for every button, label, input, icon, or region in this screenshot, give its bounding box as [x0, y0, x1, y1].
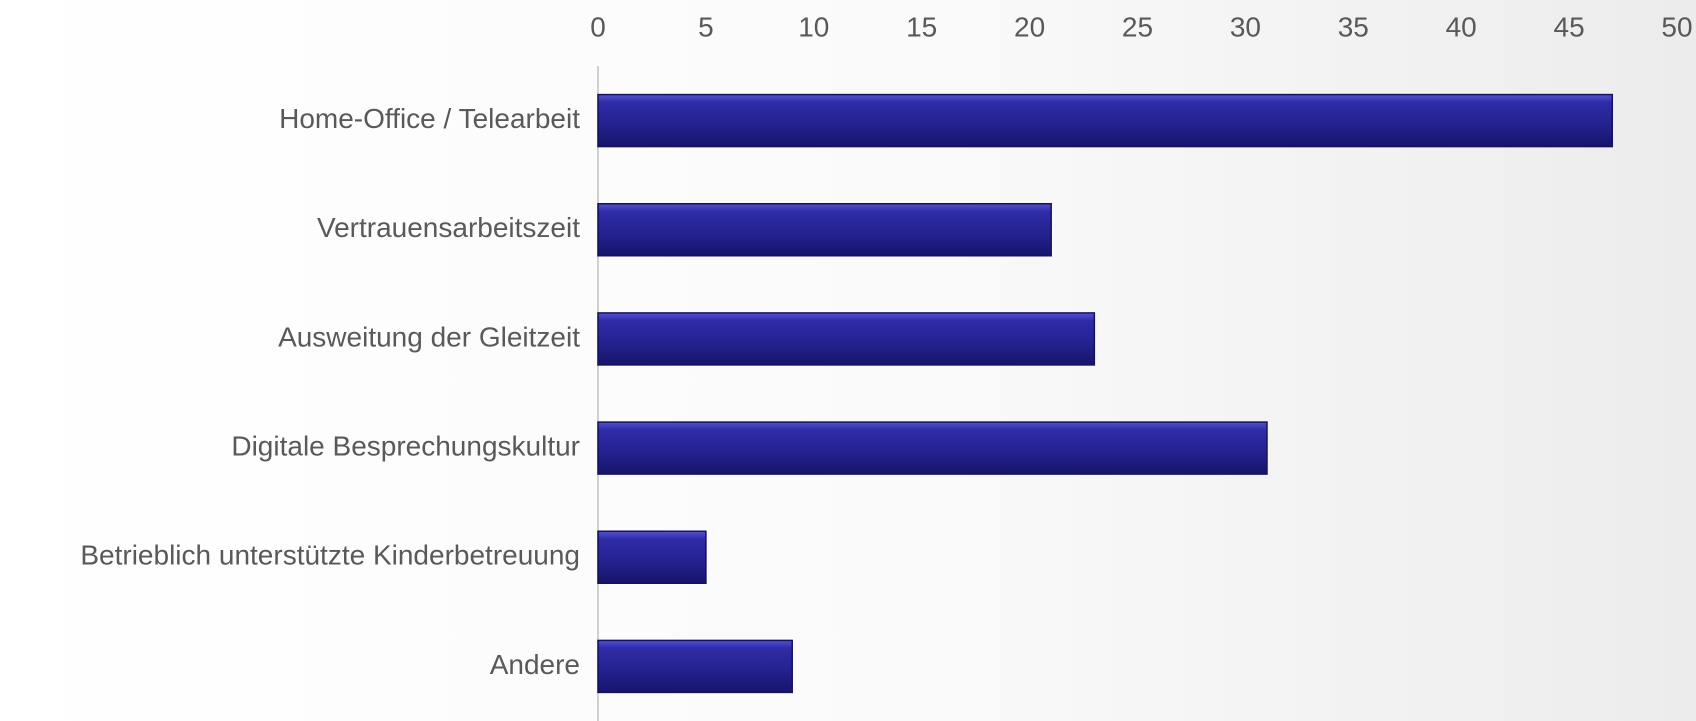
bar: [597, 312, 1096, 366]
x-tick-label: 0: [590, 11, 606, 42]
x-tick-label: 35: [1338, 11, 1369, 42]
x-tick-label: 20: [1014, 11, 1045, 42]
y-tick-label: Betrieblich unterstützte Kinderbetreuung: [80, 540, 580, 571]
y-tick-label: Vertrauensarbeitszeit: [317, 212, 580, 243]
y-tick-label: Ausweitung der Gleitzeit: [278, 321, 580, 352]
bar: [597, 93, 1614, 148]
x-tick-label: 40: [1446, 11, 1477, 42]
bar: [597, 639, 793, 694]
x-tick-label: 15: [906, 11, 937, 42]
bar: [597, 421, 1268, 475]
x-tick-label: 10: [798, 11, 829, 42]
x-tick-label: 30: [1230, 11, 1261, 42]
x-tick-label: 5: [698, 11, 714, 42]
bar: [597, 530, 707, 584]
y-tick-label: Home-Office / Telearbeit: [279, 103, 580, 134]
x-tick-label: 45: [1554, 11, 1585, 42]
x-tick-label: 25: [1122, 11, 1153, 42]
bar: [597, 203, 1052, 257]
y-tick-label: Andere: [490, 649, 580, 680]
y-tick-label: Digitale Besprechungskultur: [231, 430, 580, 461]
x-tick-label: 50: [1661, 11, 1692, 42]
